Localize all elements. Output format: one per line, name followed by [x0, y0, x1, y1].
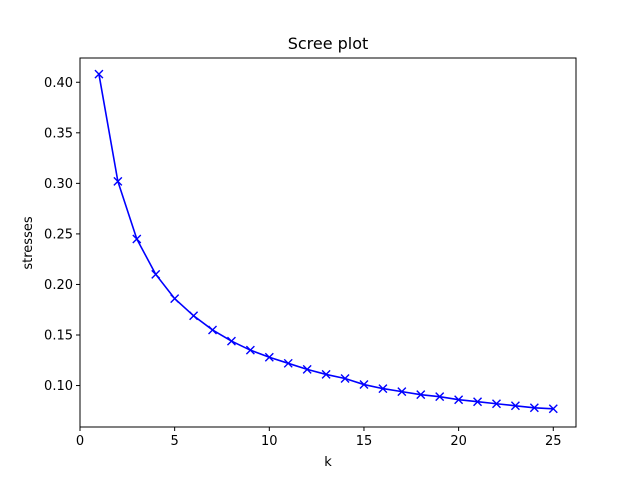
plot-frame: [79, 57, 577, 428]
x-tick-label: 15: [356, 434, 373, 449]
data-point-marker: [189, 311, 199, 321]
series-markers: [94, 69, 558, 414]
data-point-marker: [548, 404, 558, 414]
y-axis-label: stresses: [21, 216, 36, 269]
data-point-marker: [302, 364, 312, 374]
y-tick-label: 0.40: [44, 76, 73, 91]
y-tick-label: 0.20: [44, 278, 73, 293]
data-point-marker: [510, 401, 520, 411]
x-axis-label: k: [324, 455, 332, 470]
data-point-marker: [473, 397, 483, 407]
y-tick-label: 0.30: [44, 177, 73, 192]
data-point-marker: [435, 392, 445, 402]
data-point-marker: [359, 380, 369, 390]
data-point-marker: [378, 384, 388, 394]
x-tick-label: 20: [450, 434, 467, 449]
data-point-marker: [245, 345, 255, 355]
x-tick-label: 5: [171, 434, 179, 449]
data-point-marker: [264, 352, 274, 362]
data-point-marker: [491, 399, 501, 409]
axis-ticks: 0 5 10 15 20 25 0.10 0.15 0.20 0.25 0.30 0.35 0.40: [44, 76, 562, 449]
y-tick-label: 0.35: [44, 126, 73, 141]
chart-title: Scree plot: [288, 34, 369, 53]
data-point-marker: [132, 234, 142, 244]
data-point-marker: [170, 294, 180, 304]
data-point-marker: [321, 369, 331, 379]
data-point-marker: [397, 387, 407, 397]
y-tick-label: 0.15: [44, 329, 73, 344]
data-point-marker: [208, 325, 218, 335]
y-tick-label: 0.10: [44, 379, 73, 394]
data-point-marker: [283, 358, 293, 368]
x-tick-label: 10: [261, 434, 278, 449]
data-point-marker: [340, 373, 350, 383]
data-point-marker: [151, 269, 161, 279]
data-point-marker: [94, 69, 104, 79]
data-point-marker: [113, 176, 123, 186]
x-tick-label: 25: [545, 434, 562, 449]
data-point-marker: [226, 336, 236, 346]
series-line: [98, 74, 554, 410]
y-tick-label: 0.25: [44, 227, 73, 242]
data-point-marker: [416, 390, 426, 400]
data-point-marker: [529, 403, 539, 413]
data-point-marker: [454, 395, 464, 405]
x-tick-label: 0: [76, 434, 84, 449]
